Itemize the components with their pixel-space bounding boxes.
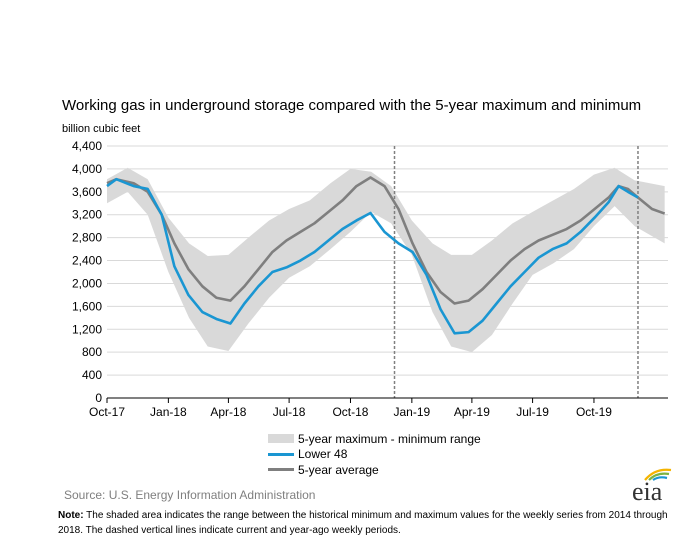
series-line-average bbox=[106, 176, 666, 305]
x-tick-label: Oct-17 bbox=[89, 405, 125, 419]
y-tick-label: 1,600 bbox=[72, 299, 102, 313]
y-tick-label: 0 bbox=[95, 391, 102, 405]
range-band bbox=[107, 167, 665, 353]
y-tick-label: 4,400 bbox=[72, 139, 102, 153]
source-text: U.S. Energy Information Administration bbox=[108, 488, 316, 502]
legend-swatch-lower48 bbox=[268, 452, 294, 456]
legend-item-lower48: Lower 48 bbox=[268, 447, 481, 463]
y-tick-label: 1,200 bbox=[72, 322, 102, 336]
x-tick-label: Oct-18 bbox=[332, 405, 368, 419]
current-period-lines bbox=[393, 146, 639, 398]
series-lines bbox=[106, 176, 666, 335]
x-tick-label: Jan-18 bbox=[150, 405, 187, 419]
y-tick-label: 2,400 bbox=[72, 254, 102, 268]
x-tick-label: Jul-19 bbox=[516, 405, 549, 419]
y-tick-label: 3,600 bbox=[72, 185, 102, 199]
eia-logo-icon bbox=[644, 468, 672, 481]
x-tick-label: Jan-19 bbox=[393, 405, 430, 419]
legend-item-average: 5-year average bbox=[268, 462, 481, 478]
source-label: Source: bbox=[64, 488, 106, 502]
x-tick-label: Apr-19 bbox=[454, 405, 490, 419]
y-tick-label: 2,000 bbox=[72, 276, 102, 290]
legend-swatch-range bbox=[268, 434, 294, 444]
y-tick-labels: 0 400 800 1,200 1,600 2,000 2,400 2,800 3,200 3,6… bbox=[72, 139, 102, 405]
legend-label-lower48: Lower 48 bbox=[298, 447, 348, 462]
legend-swatch-average bbox=[268, 468, 294, 472]
source-line: Source: U.S. Energy Information Administ… bbox=[64, 488, 315, 502]
y-tick-label: 3,200 bbox=[72, 208, 102, 222]
legend-label-range: 5-year maximum - minimum range bbox=[298, 431, 481, 446]
x-tick-label: Apr-18 bbox=[210, 405, 246, 419]
chart-plot: 0 400 800 1,200 1,600 2,000 2,400 2,800 3,200 3,6… bbox=[72, 139, 668, 419]
chart-title: Working gas in underground storage compa… bbox=[62, 97, 642, 114]
x-tick-labels: Oct-17 Jan-18 Apr-18 Jul-18 Oct-18 Jan-19 Apr-… bbox=[89, 405, 612, 419]
series-line-lower48 bbox=[106, 177, 639, 335]
y-tick-label: 400 bbox=[82, 368, 102, 382]
x-tick-label: Oct-19 bbox=[576, 405, 612, 419]
range-band-area bbox=[107, 167, 665, 353]
legend-item-range: 5-year maximum - minimum range bbox=[268, 431, 481, 447]
legend-label-average: 5-year average bbox=[298, 462, 379, 477]
axes bbox=[106, 397, 668, 403]
y-tick-label: 2,800 bbox=[72, 231, 102, 245]
note-text: The shaded area indicates the range betw… bbox=[58, 510, 668, 536]
y-tick-label: 4,000 bbox=[72, 162, 102, 176]
legend: 5-year maximum - minimum range Lower 48 … bbox=[268, 431, 481, 478]
eia-logo-text: eia bbox=[632, 477, 663, 506]
y-axis-label: billion cubic feet bbox=[62, 123, 141, 135]
note-label: Note: bbox=[58, 510, 84, 521]
y-tick-label: 800 bbox=[82, 345, 102, 359]
x-tick-label: Jul-18 bbox=[273, 405, 306, 419]
footnote: Note: The shaded area indicates the rang… bbox=[58, 508, 693, 538]
